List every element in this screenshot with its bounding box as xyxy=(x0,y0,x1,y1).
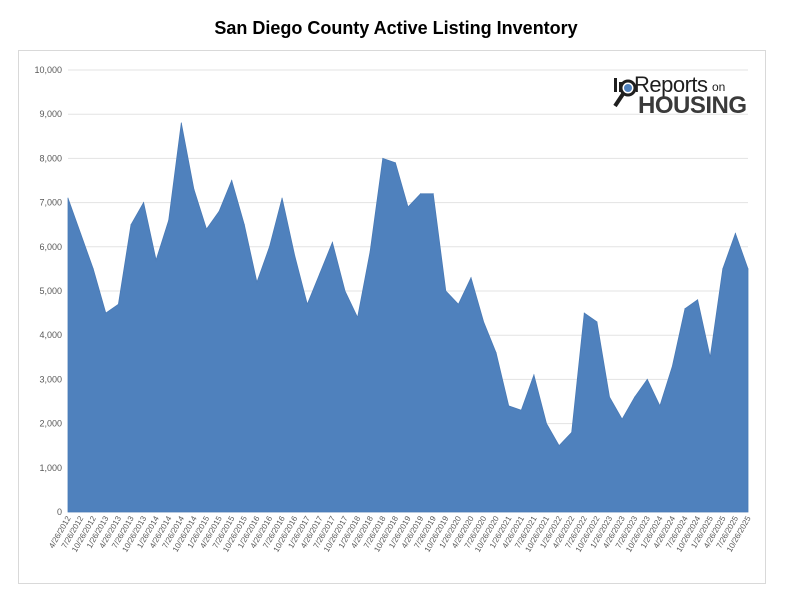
data-point xyxy=(520,409,522,411)
data-point xyxy=(117,303,119,305)
data-point xyxy=(709,356,711,358)
magnifier-house-icon xyxy=(613,78,636,108)
x-axis-ticks: 4/26/20127/26/201210/26/20121/26/20134/2… xyxy=(47,514,753,554)
logo-text-on: on xyxy=(712,80,726,94)
data-point xyxy=(130,224,132,226)
data-point xyxy=(659,405,661,407)
data-point xyxy=(319,272,321,274)
data-point xyxy=(180,122,182,124)
series-area-path xyxy=(67,122,749,513)
data-point xyxy=(268,246,270,248)
data-point xyxy=(105,312,107,314)
data-point xyxy=(193,188,195,190)
data-point xyxy=(483,321,485,323)
logo-text-reports: Reports xyxy=(634,72,708,97)
data-point xyxy=(546,423,548,425)
data-point xyxy=(92,268,94,270)
data-point xyxy=(206,228,208,230)
y-tick-label: 0 xyxy=(57,507,62,517)
data-point xyxy=(646,378,648,380)
data-point xyxy=(294,255,296,257)
data-point xyxy=(281,197,283,199)
data-point xyxy=(218,210,220,212)
data-point xyxy=(508,405,510,407)
data-point xyxy=(470,277,472,279)
series-area xyxy=(67,122,749,513)
chart-title: San Diego County Active Listing Inventor… xyxy=(214,18,578,38)
y-tick-label: 7,000 xyxy=(39,198,62,208)
data-point xyxy=(596,321,598,323)
data-point xyxy=(432,193,434,195)
data-point xyxy=(583,312,585,314)
y-tick-label: 2,000 xyxy=(39,419,62,429)
data-point xyxy=(495,352,497,354)
data-point xyxy=(357,317,359,319)
data-point xyxy=(697,299,699,301)
data-point xyxy=(168,219,170,221)
data-point xyxy=(533,374,535,376)
data-point xyxy=(445,290,447,292)
data-point xyxy=(621,418,623,420)
data-point xyxy=(256,281,258,283)
y-tick-label: 8,000 xyxy=(39,153,62,163)
data-point xyxy=(558,445,560,447)
data-point xyxy=(67,197,69,199)
data-point xyxy=(407,206,409,208)
data-point xyxy=(155,259,157,261)
data-point xyxy=(382,157,384,159)
data-point xyxy=(684,308,686,310)
y-axis-ticks: 0 1,000 2,000 3,000 4,000 5,000 6,000 7,000 8,00… xyxy=(34,65,62,517)
data-point xyxy=(243,224,245,226)
y-tick-label: 9,000 xyxy=(39,109,62,119)
data-point xyxy=(344,290,346,292)
logo-text-housing: HOUSING xyxy=(638,92,747,119)
y-tick-label: 4,000 xyxy=(39,330,62,340)
data-point xyxy=(634,396,636,398)
data-point xyxy=(306,303,308,305)
data-point xyxy=(369,250,371,252)
y-tick-label: 1,000 xyxy=(39,463,62,473)
data-point xyxy=(143,202,145,204)
data-point xyxy=(722,268,724,270)
data-point xyxy=(734,233,736,235)
data-point xyxy=(80,233,82,235)
data-point xyxy=(394,162,396,164)
y-tick-label: 10,000 xyxy=(34,65,62,75)
y-tick-label: 5,000 xyxy=(39,286,62,296)
reports-on-housing-logo: Reports on HOUSING xyxy=(612,72,747,120)
data-point xyxy=(671,365,673,367)
data-point xyxy=(571,431,573,433)
data-point xyxy=(457,303,459,305)
data-point xyxy=(331,241,333,243)
data-point xyxy=(608,396,610,398)
data-point xyxy=(747,268,749,270)
y-tick-label: 3,000 xyxy=(39,374,62,384)
data-point xyxy=(231,180,233,181)
y-tick-label: 6,000 xyxy=(39,242,62,252)
data-point xyxy=(420,193,422,195)
